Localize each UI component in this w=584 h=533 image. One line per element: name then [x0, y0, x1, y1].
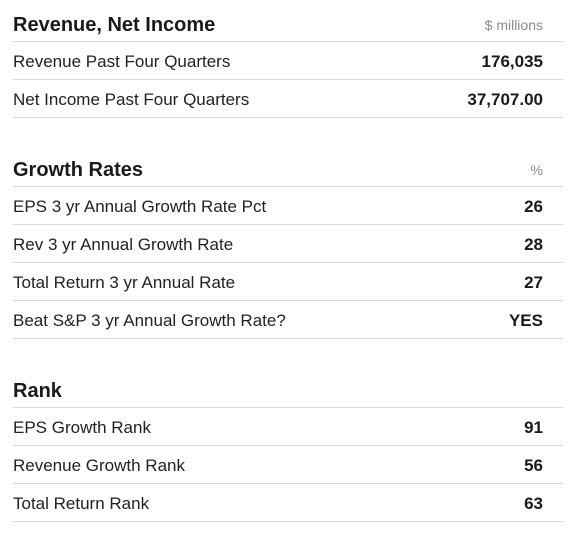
- section-title: Growth Rates: [13, 159, 144, 181]
- table-row: Rev 3 yr Annual Growth Rate 28: [13, 225, 563, 263]
- row-value: YES: [508, 311, 543, 330]
- row-label: Total Return Rank: [13, 494, 150, 513]
- row-label: Beat S&P 3 yr Annual Growth Rate?: [13, 311, 286, 330]
- row-value: 63: [524, 494, 543, 513]
- row-label: Net Income Past Four Quarters: [13, 90, 250, 109]
- row-label: Revenue Past Four Quarters: [13, 52, 231, 71]
- table-row: EPS Growth Rank 91: [13, 408, 563, 446]
- table-row: EPS 3 yr Annual Growth Rate Pct 26: [13, 187, 563, 225]
- table-row: Revenue Growth Rank 56: [13, 446, 563, 484]
- table-row: Total Return Rank 63: [13, 484, 563, 522]
- section-title: Rank: [13, 380, 62, 402]
- section-header: Rank: [13, 366, 563, 408]
- rank-section: Rank EPS Growth Rank 91 Revenue Growth R…: [13, 366, 563, 522]
- row-value: 27: [524, 273, 543, 292]
- row-value: 56: [524, 456, 543, 475]
- row-value: 37,707.00: [467, 90, 543, 109]
- section-unit: %: [530, 162, 543, 178]
- row-value: 91: [524, 418, 543, 437]
- section-title: Revenue, Net Income: [13, 14, 216, 36]
- row-label: Revenue Growth Rank: [13, 456, 185, 475]
- row-label: Rev 3 yr Annual Growth Rate: [13, 235, 234, 254]
- revenue-net-income-section: Revenue, Net Income $ millions Revenue P…: [13, 0, 563, 118]
- table-row: Revenue Past Four Quarters 176,035: [13, 42, 563, 80]
- row-label: Total Return 3 yr Annual Rate: [13, 273, 236, 292]
- row-label: EPS 3 yr Annual Growth Rate Pct: [13, 197, 267, 216]
- row-value: 28: [524, 235, 543, 254]
- section-header: Growth Rates %: [13, 145, 563, 187]
- row-value: 176,035: [481, 52, 543, 71]
- table-row: Beat S&P 3 yr Annual Growth Rate? YES: [13, 301, 563, 339]
- growth-rates-section: Growth Rates % EPS 3 yr Annual Growth Ra…: [13, 145, 563, 339]
- table-row: Net Income Past Four Quarters 37,707.00: [13, 80, 563, 118]
- row-value: 26: [524, 197, 543, 216]
- section-header: Revenue, Net Income $ millions: [13, 0, 563, 42]
- row-label: EPS Growth Rank: [13, 418, 151, 437]
- section-unit: $ millions: [484, 17, 543, 33]
- table-row: Total Return 3 yr Annual Rate 27: [13, 263, 563, 301]
